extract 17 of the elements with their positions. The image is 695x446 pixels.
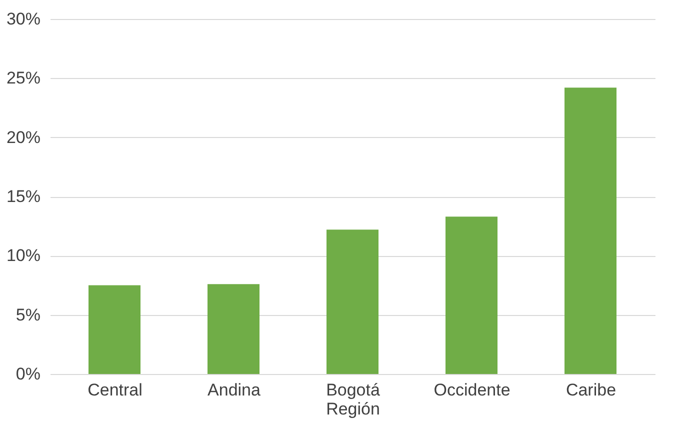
x-tick-label: Andina	[208, 380, 262, 400]
x-tick-label: Caribe	[566, 380, 616, 400]
y-tick-label: 10%	[6, 246, 40, 266]
y-tick-label: 30%	[6, 10, 40, 28]
y-tick-label: 0%	[16, 364, 40, 384]
bar	[326, 230, 378, 374]
bar	[446, 216, 498, 374]
y-tick-label: 25%	[6, 68, 40, 88]
x-tick-label: Central	[88, 380, 142, 400]
bar	[88, 285, 140, 374]
x-tick-label: Occidente	[434, 380, 510, 400]
bar	[564, 88, 616, 374]
x-tick-label: Bogotá Región	[326, 380, 380, 418]
y-tick-label: 15%	[6, 187, 40, 206]
bar	[208, 284, 260, 374]
y-tick-label: 5%	[16, 305, 40, 324]
y-tick-label: 20%	[6, 128, 40, 147]
